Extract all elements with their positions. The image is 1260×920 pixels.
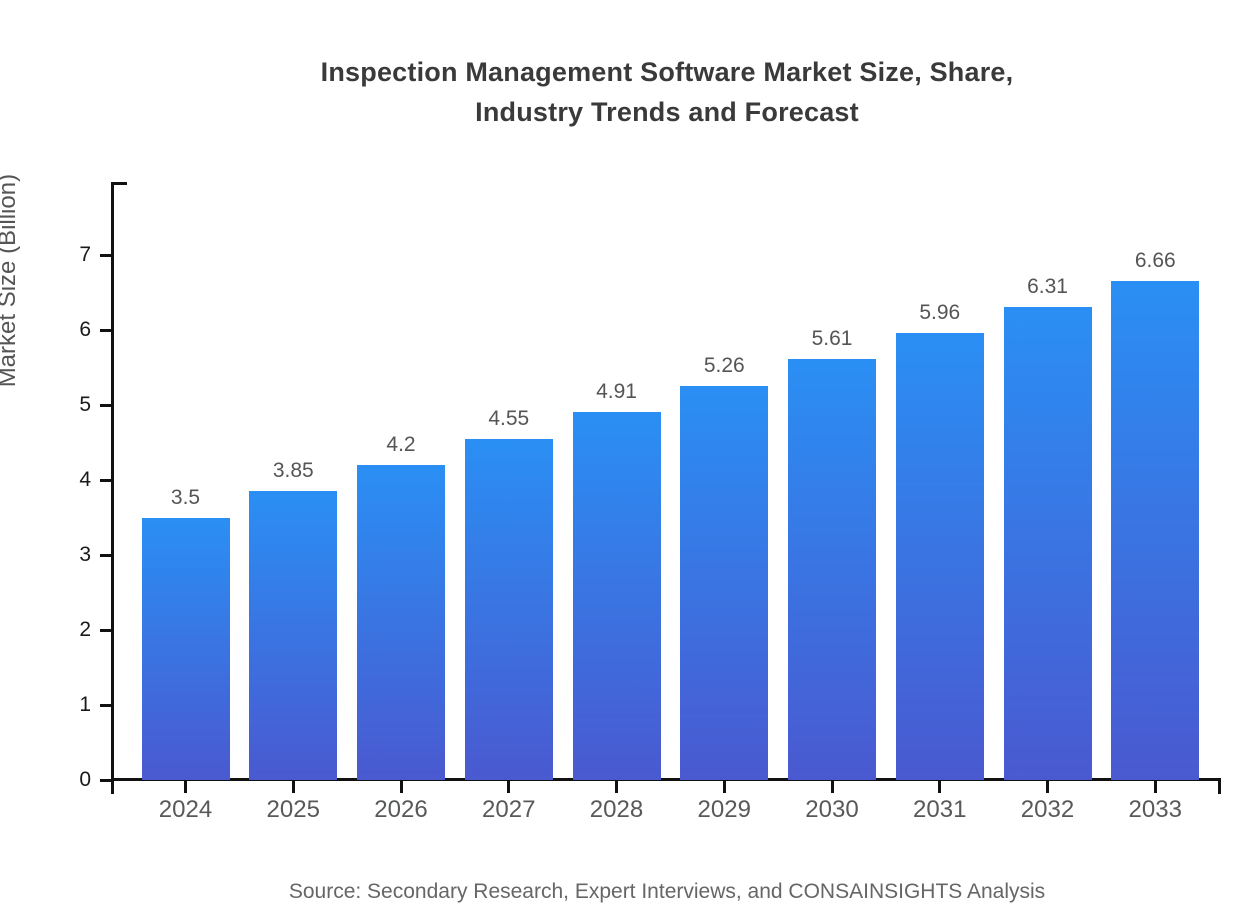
x-axis-tick-label: 2029 xyxy=(697,796,751,823)
x-axis-tick-label: 2028 xyxy=(589,796,644,823)
x-axis-tick xyxy=(291,780,295,793)
y-axis-tick xyxy=(100,703,112,707)
y-axis-tick-label: 1 xyxy=(79,693,91,716)
bar-value-label: 5.96 xyxy=(919,301,961,324)
x-axis-tick-label: 2032 xyxy=(1020,796,1075,823)
chart-title: Inspection Management Software Market Si… xyxy=(113,52,1221,132)
bar-value-label: 6.66 xyxy=(1134,248,1176,272)
y-axis-tick xyxy=(100,628,112,632)
x-axis-tick xyxy=(1153,780,1157,793)
y-axis-tick-label: 3 xyxy=(79,543,91,566)
y-axis-tick-label: 6 xyxy=(79,318,91,341)
bar-value-label: 6.31 xyxy=(1027,274,1068,298)
y-axis-tick xyxy=(100,403,112,407)
bar-value-label: 4.2 xyxy=(386,433,416,456)
bar-value-label: 3.5 xyxy=(170,485,201,509)
x-axis-tick xyxy=(615,780,618,793)
y-axis-tick xyxy=(100,328,112,332)
chart-title-line-1: Inspection Management Software Market Si… xyxy=(320,57,1014,87)
bar-2026 xyxy=(357,465,445,780)
x-axis-tick xyxy=(938,780,942,793)
bar-value-label: 5.61 xyxy=(811,327,853,351)
x-axis-tick-label: 2030 xyxy=(805,796,859,823)
y-axis-line xyxy=(111,182,114,794)
y-axis-tick-label: 0 xyxy=(79,768,91,791)
x-axis-line xyxy=(111,778,1221,781)
y-axis-tick-label: 2 xyxy=(79,618,91,641)
bar-value-label: 4.91 xyxy=(596,379,637,403)
x-axis-tick-label: 2027 xyxy=(482,796,536,823)
y-axis-tick xyxy=(100,253,112,257)
y-axis-tick-label: 4 xyxy=(79,468,91,491)
bar-2024 xyxy=(141,517,230,780)
x-axis-tick xyxy=(184,780,187,793)
y-axis-tick-label: 7 xyxy=(79,243,91,266)
bar-2030 xyxy=(788,359,876,780)
bar-value-label: 5.26 xyxy=(703,353,745,377)
x-axis-tick-label: 2025 xyxy=(266,796,320,823)
bar-2028 xyxy=(572,411,661,780)
y-axis-end-cap xyxy=(111,182,127,185)
bar-2029 xyxy=(680,385,769,780)
y-axis-title: Market Size (Billion) xyxy=(0,173,21,388)
x-axis-tick xyxy=(1046,780,1049,793)
y-axis-tick xyxy=(100,478,112,482)
bar-value-label: 3.85 xyxy=(272,459,314,483)
y-axis-tick xyxy=(100,553,112,557)
x-axis-tick xyxy=(507,780,511,793)
bar-2027 xyxy=(464,438,553,780)
y-axis-tick xyxy=(100,778,112,782)
bar-2032 xyxy=(1003,306,1092,780)
x-axis-tick xyxy=(722,780,726,793)
x-axis-tick-label: 2026 xyxy=(374,796,428,823)
x-axis-tick-label: 2033 xyxy=(1128,796,1182,823)
x-axis-tick xyxy=(830,780,834,793)
x-axis-end-cap xyxy=(1218,778,1221,794)
x-axis-tick-label: 2031 xyxy=(913,796,967,823)
bar-2033 xyxy=(1111,280,1200,780)
chart-title-line-2: Industry Trends and Forecast xyxy=(475,97,859,127)
x-axis-tick xyxy=(399,780,403,793)
bar-value-label: 4.55 xyxy=(488,406,530,430)
x-axis-tick-label: 2024 xyxy=(158,796,213,823)
bar-2031 xyxy=(895,333,984,780)
bar-2025 xyxy=(249,491,338,780)
source-note: Source: Secondary Research, Expert Inter… xyxy=(288,880,1046,903)
y-axis-tick-label: 5 xyxy=(79,393,91,416)
